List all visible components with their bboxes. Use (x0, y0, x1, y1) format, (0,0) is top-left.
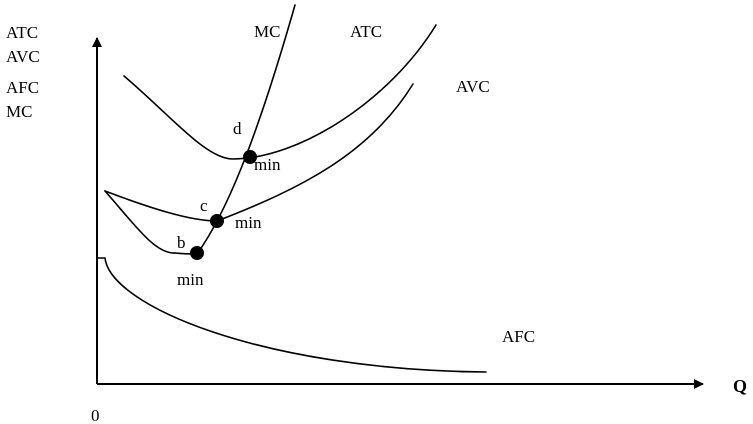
point-d-label: d (233, 119, 242, 138)
point-c (210, 214, 224, 228)
x-axis-label: Q (733, 376, 747, 396)
avc-curve (104, 83, 414, 222)
afc-curve (96, 257, 487, 373)
point-b-label: b (177, 233, 186, 252)
y-axis-label-avc: AVC (6, 47, 40, 66)
mc-falling-segment (104, 190, 176, 254)
y-axis-label-atc: ATC (6, 23, 38, 42)
point-d-min-label: min (254, 155, 281, 174)
y-axis-label-mc: MC (6, 102, 32, 121)
point-c-label: c (200, 196, 208, 215)
atc-curve (123, 24, 437, 160)
point-b-min-label: min (177, 270, 204, 289)
point-b (190, 246, 204, 260)
y-axis-label-afc: AFC (6, 78, 39, 97)
avc-curve-label: AVC (456, 77, 490, 96)
origin-label: 0 (91, 406, 100, 424)
atc-curve-label: ATC (350, 22, 382, 41)
point-d (243, 150, 257, 164)
afc-curve-label: AFC (502, 327, 535, 346)
point-c-min-label: min (235, 213, 262, 232)
mc-curve-label: MC (254, 22, 280, 41)
